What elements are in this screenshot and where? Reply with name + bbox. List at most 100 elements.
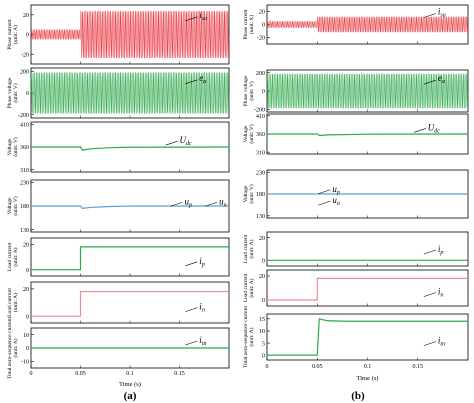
- annotation-arrow: [318, 200, 331, 206]
- x-tick-label: 0.1: [126, 371, 134, 377]
- series-isa: [30, 10, 230, 59]
- y-tick-label: 20: [259, 236, 265, 242]
- annotation-arrow: [423, 79, 436, 85]
- y-tick-label: 20: [23, 287, 29, 293]
- y-tick-label: 20: [23, 243, 29, 249]
- series-ip-0: [31, 246, 229, 271]
- subfigure-caption: (a): [124, 390, 137, 402]
- y-axis-label: Phase voltage(unit: V): [243, 75, 255, 106]
- y-tick-label: 20: [259, 274, 265, 280]
- series-label: up: [332, 184, 340, 196]
- y-axis-label: Voltage(unit: V): [7, 137, 19, 156]
- y-tick-label: -200: [254, 107, 265, 113]
- y-tick-label: -10: [21, 360, 29, 366]
- y-tick-label: -20: [21, 52, 29, 58]
- y-tick-label: 0: [26, 314, 29, 320]
- y-axis-label: Phase current(unit: A): [243, 9, 255, 40]
- y-tick-label: 10: [259, 329, 265, 335]
- panel-frame: [266, 269, 469, 307]
- panel-in: 20 0 Load current(unit: A) in: [7, 281, 230, 324]
- y-tick-label: 180: [20, 204, 29, 210]
- panel-ip: 20 0 Load current(unit: A) ip: [7, 237, 230, 277]
- y-tick-label: 410: [20, 122, 29, 128]
- y-tick-label: 0: [26, 268, 29, 274]
- x-axis-label: Time (s): [119, 381, 141, 388]
- subfigure-caption: (b): [351, 390, 365, 402]
- annotation-arrow: [165, 140, 178, 146]
- y-tick-label: 180: [256, 192, 265, 198]
- y-tick-label: 310: [20, 168, 29, 174]
- y-tick-label: 410: [256, 114, 265, 120]
- annotation-arrow: [423, 292, 436, 297]
- x-tick-label: 0: [266, 364, 269, 370]
- y-axis-label: Voltage(unit: V): [243, 184, 255, 203]
- y-tick-label: 360: [256, 132, 265, 138]
- panel-upun: 230 180 130 Voltage(unit: V) up un: [7, 179, 230, 234]
- y-tick-label: 130: [256, 214, 265, 220]
- y-tick-label: 0: [262, 353, 265, 359]
- y-tick-label: 10: [23, 333, 29, 339]
- series-in-0: [31, 290, 229, 317]
- y-tick-label: 0: [262, 23, 265, 29]
- x-tick-label: 0.05: [312, 364, 323, 370]
- annotation-arrow: [423, 13, 436, 18]
- y-tick-label: 130: [20, 228, 29, 234]
- series-label: isa: [199, 10, 207, 22]
- y-tick-label: 0: [26, 346, 29, 352]
- y-axis-label: Load current(unit: A): [243, 273, 255, 302]
- series-ea: [266, 73, 469, 109]
- annotation-arrow: [185, 261, 198, 267]
- x-axis-label: Time (s): [357, 375, 379, 382]
- annotation-arrow: [205, 201, 218, 207]
- y-axis-label: Voltage(unit: V): [243, 124, 255, 143]
- annotation-arrow: [423, 249, 436, 255]
- series-label: itn: [199, 335, 206, 347]
- annotation-arrow: [423, 341, 436, 346]
- y-tick-label: 0: [262, 259, 265, 265]
- series-label: in: [199, 302, 205, 314]
- series-label: ip: [199, 256, 205, 268]
- y-tick-label: 0: [262, 89, 265, 95]
- annotation-arrow: [185, 79, 198, 85]
- x-tick-label: 0.15: [413, 364, 424, 370]
- y-tick-label: 0: [262, 298, 265, 304]
- y-axis-label: Load current(unit: A): [7, 288, 19, 317]
- x-tick-label: 0.1: [364, 364, 372, 370]
- series-label: ea: [438, 73, 445, 85]
- annotation-arrow: [318, 189, 331, 195]
- y-axis-label: Total zero-sequence current(unit: A): [7, 317, 19, 379]
- series-label: isa: [438, 7, 446, 19]
- series-ea: [30, 72, 230, 114]
- y-axis-label: Voltage(unit: V): [7, 196, 19, 215]
- x-tick-label: 0.05: [75, 371, 86, 377]
- y-axis-label: Load current(unit: A): [243, 234, 255, 263]
- annotation-arrow: [185, 307, 198, 312]
- annotation-arrow: [170, 201, 183, 207]
- y-tick-label: 15: [259, 317, 265, 323]
- y-axis-label: Total zero-sequence current(unit: A): [243, 306, 255, 368]
- y-tick-label: 5: [262, 341, 265, 347]
- y-tick-label: 20: [23, 13, 29, 19]
- y-tick-label: 230: [256, 170, 265, 176]
- y-tick-label: 200: [20, 69, 29, 75]
- annotation-arrow: [185, 340, 198, 346]
- annotation-arrow: [413, 128, 426, 133]
- y-axis-label: Phase voltage(unit: V): [7, 77, 19, 108]
- series-itn-0: [267, 318, 468, 356]
- y-tick-label: -200: [18, 113, 29, 119]
- y-tick-label: 310: [256, 150, 265, 156]
- panel-ip: 20 0 Load current(unit: A) ip: [243, 231, 469, 267]
- series-label: itn: [438, 336, 445, 348]
- series-in-0: [267, 277, 468, 301]
- y-axis-label: Load current(unit: A): [7, 242, 19, 271]
- y-tick-label: -20: [257, 36, 265, 42]
